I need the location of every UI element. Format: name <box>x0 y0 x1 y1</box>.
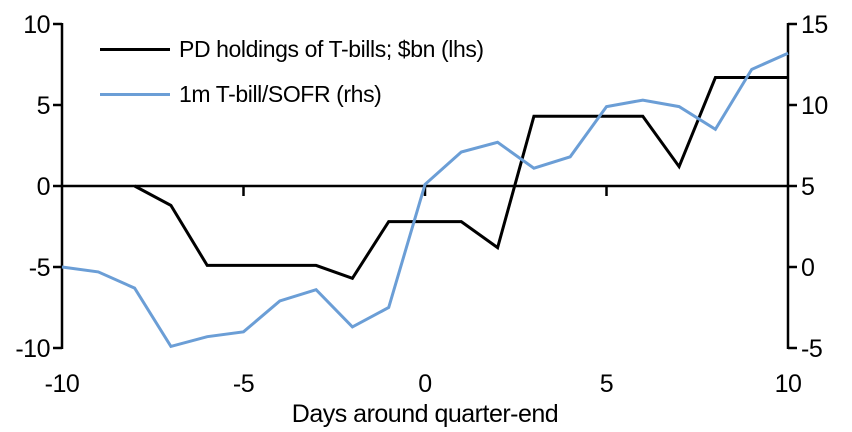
right-axis-tick-label: 10 <box>801 92 828 120</box>
left-axis-tick-label: -10 <box>15 335 50 363</box>
right-axis-tick-label: 5 <box>801 173 814 201</box>
x-axis-title: Days around quarter-end <box>291 400 559 428</box>
left-axis-tick-label: -5 <box>29 254 50 282</box>
right-axis-tick-label: -5 <box>801 335 822 363</box>
x-axis-tick-label: 5 <box>600 370 613 398</box>
x-axis-tick-label: 10 <box>775 370 802 398</box>
left-axis-tick-label: 0 <box>37 173 50 201</box>
right-axis-tick-label: 15 <box>801 11 828 39</box>
series-line-pd-holdings <box>133 76 788 281</box>
legend-label-tbill-sofr: 1m T-bill/SOFR (rhs) <box>179 80 382 107</box>
legend: PD holdings of T-bills; $bn (lhs) 1m T-b… <box>100 36 484 126</box>
legend-label-pd-holdings: PD holdings of T-bills; $bn (lhs) <box>179 35 484 62</box>
right-axis-tick-label: 0 <box>801 254 814 282</box>
legend-line-sample-tbill-sofr <box>100 92 170 96</box>
series-line-tbill-sofr <box>61 51 789 349</box>
x-axis-tick-label: -5 <box>233 370 254 398</box>
x-axis-tick-label: 0 <box>418 370 431 398</box>
legend-line-sample-pd-holdings <box>100 47 170 51</box>
left-axis-tick-label: 10 <box>23 11 50 39</box>
left-axis-tick-label: 5 <box>37 92 50 120</box>
legend-item-pd-holdings: PD holdings of T-bills; $bn (lhs) <box>100 36 484 62</box>
x-axis-tick-label: -10 <box>45 370 80 398</box>
legend-item-tbill-sofr: 1m T-bill/SOFR (rhs) <box>100 81 484 107</box>
